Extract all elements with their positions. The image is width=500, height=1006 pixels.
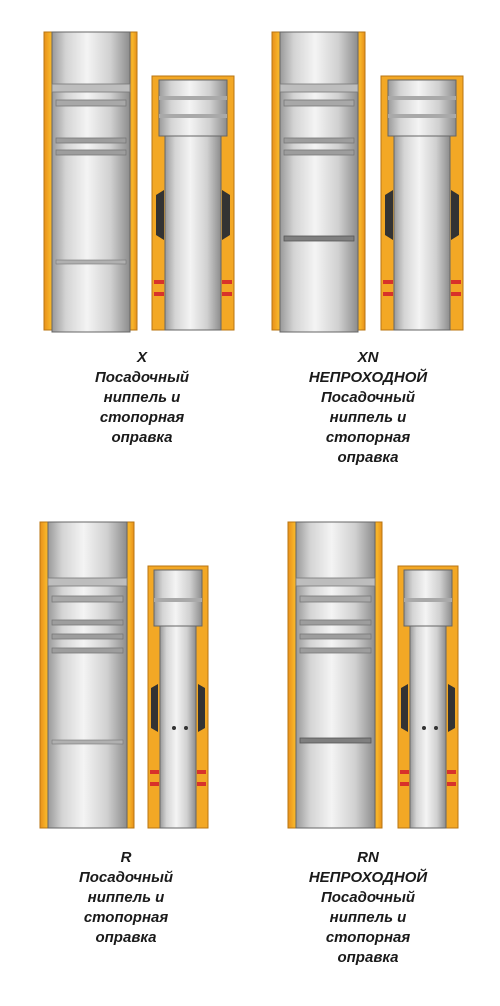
caption-rn: RN НЕПРОХОДНОЙ Посадочный ниппель и стоп… bbox=[258, 848, 478, 968]
caption-line: НЕПРОХОДНОЙ bbox=[308, 869, 428, 886]
caption-line: Посадочный bbox=[94, 369, 190, 386]
caption-line: оправка bbox=[111, 429, 173, 446]
panel-rn bbox=[287, 521, 459, 829]
caption-line: ниппель и bbox=[103, 389, 181, 406]
caption-line: оправка bbox=[95, 929, 157, 946]
caption-line: стопорная bbox=[325, 929, 411, 946]
caption-line: Посадочный bbox=[320, 889, 416, 906]
caption-x: X Посадочный ниппель и стопорная оправка bbox=[32, 348, 252, 448]
caption-line: оправка bbox=[337, 449, 399, 466]
landing-nipple-r bbox=[39, 521, 135, 829]
caption-code: R bbox=[120, 849, 132, 866]
lock-mandrel-r bbox=[147, 565, 209, 829]
lock-mandrel-xn bbox=[380, 75, 464, 331]
caption-code: RN bbox=[357, 849, 379, 866]
caption-r: R Посадочный ниппель и стопорная оправка bbox=[16, 848, 236, 948]
landing-nipple-rn bbox=[287, 521, 383, 829]
landing-nipple-xn bbox=[271, 31, 366, 333]
caption-line: НЕПРОХОДНОЙ bbox=[308, 369, 428, 386]
caption-line: Посадочный bbox=[78, 869, 174, 886]
panel-x bbox=[43, 31, 235, 333]
caption-xn: XN НЕПРОХОДНОЙ Посадочный ниппель и стоп… bbox=[258, 348, 478, 468]
caption-line: Посадочный bbox=[320, 389, 416, 406]
caption-code: X bbox=[136, 349, 147, 366]
lock-mandrel-rn bbox=[397, 565, 459, 829]
caption-line: оправка bbox=[337, 949, 399, 966]
caption-line: ниппель и bbox=[87, 889, 165, 906]
caption-line: стопорная bbox=[83, 909, 169, 926]
panel-xn bbox=[271, 31, 464, 333]
landing-nipple-x bbox=[43, 31, 138, 333]
caption-code: XN bbox=[357, 349, 379, 366]
caption-line: ниппель и bbox=[329, 909, 407, 926]
panel-r bbox=[39, 521, 209, 829]
lock-mandrel-x bbox=[151, 75, 235, 331]
caption-line: стопорная bbox=[325, 429, 411, 446]
caption-line: стопорная bbox=[99, 409, 185, 426]
caption-line: ниппель и bbox=[329, 409, 407, 426]
